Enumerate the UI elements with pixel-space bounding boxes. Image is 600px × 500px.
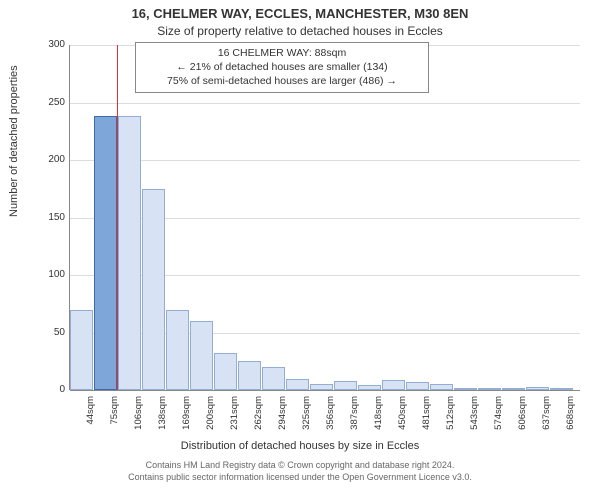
x-tick-label: 325sqm bbox=[301, 396, 312, 440]
bar bbox=[238, 361, 261, 390]
x-tick-label: 356sqm bbox=[325, 396, 336, 440]
marker-line bbox=[117, 45, 118, 390]
bar bbox=[118, 116, 141, 390]
x-tick-label: 668sqm bbox=[565, 396, 576, 440]
x-tick-label: 418sqm bbox=[373, 396, 384, 440]
plot-rect bbox=[70, 45, 580, 390]
bar bbox=[214, 353, 237, 390]
y-tick-label: 250 bbox=[35, 97, 65, 108]
bar bbox=[382, 380, 405, 390]
y-tick-label: 150 bbox=[35, 212, 65, 223]
bar bbox=[406, 382, 429, 390]
grid-line bbox=[70, 103, 580, 104]
page-title: 16, CHELMER WAY, ECCLES, MANCHESTER, M30… bbox=[0, 6, 600, 21]
y-tick-label: 300 bbox=[35, 39, 65, 50]
bar bbox=[70, 310, 93, 391]
y-axis-label: Number of detached properties bbox=[8, 65, 20, 217]
info-box: 16 CHELMER WAY: 88sqm ← 21% of detached … bbox=[135, 42, 429, 93]
y-tick-label: 0 bbox=[35, 384, 65, 395]
x-tick-label: 574sqm bbox=[493, 396, 504, 440]
bar bbox=[94, 116, 117, 390]
x-tick-label: 75sqm bbox=[109, 396, 120, 440]
x-tick-label: 200sqm bbox=[205, 396, 216, 440]
chart-container: 16, CHELMER WAY, ECCLES, MANCHESTER, M30… bbox=[0, 0, 600, 500]
x-tick-label: 450sqm bbox=[397, 396, 408, 440]
x-tick-label: 637sqm bbox=[541, 396, 552, 440]
info-line1: 16 CHELMER WAY: 88sqm bbox=[142, 46, 422, 60]
x-tick-label: 606sqm bbox=[517, 396, 528, 440]
grid-line bbox=[70, 160, 580, 161]
x-tick-label: 387sqm bbox=[349, 396, 360, 440]
page-subtitle: Size of property relative to detached ho… bbox=[0, 24, 600, 38]
y-axis-line bbox=[69, 45, 70, 390]
y-tick-label: 100 bbox=[35, 269, 65, 280]
bar bbox=[334, 381, 357, 390]
x-tick-label: 262sqm bbox=[253, 396, 264, 440]
footer-line1: Contains HM Land Registry data © Crown c… bbox=[0, 460, 600, 472]
x-tick-label: 138sqm bbox=[157, 396, 168, 440]
footer-line2: Contains public sector information licen… bbox=[0, 472, 600, 484]
x-tick-label: 44sqm bbox=[85, 396, 96, 440]
x-tick-label: 512sqm bbox=[445, 396, 456, 440]
info-line3: 75% of semi-detached houses are larger (… bbox=[142, 74, 422, 88]
bar bbox=[190, 321, 213, 390]
x-tick-label: 481sqm bbox=[421, 396, 432, 440]
bar bbox=[166, 310, 189, 391]
info-line2: ← 21% of detached houses are smaller (13… bbox=[142, 60, 422, 74]
x-tick-label: 294sqm bbox=[277, 396, 288, 440]
plot-area bbox=[70, 45, 580, 390]
x-tick-label: 543sqm bbox=[469, 396, 480, 440]
bar bbox=[142, 189, 165, 390]
footer: Contains HM Land Registry data © Crown c… bbox=[0, 460, 600, 483]
x-axis-label: Distribution of detached houses by size … bbox=[0, 440, 600, 452]
x-axis-line bbox=[70, 390, 580, 391]
x-tick-label: 169sqm bbox=[181, 396, 192, 440]
x-tick-label: 106sqm bbox=[133, 396, 144, 440]
x-tick-label: 231sqm bbox=[229, 396, 240, 440]
y-tick-label: 50 bbox=[35, 327, 65, 338]
y-tick-label: 200 bbox=[35, 154, 65, 165]
bar bbox=[286, 379, 309, 391]
bar bbox=[262, 367, 285, 390]
